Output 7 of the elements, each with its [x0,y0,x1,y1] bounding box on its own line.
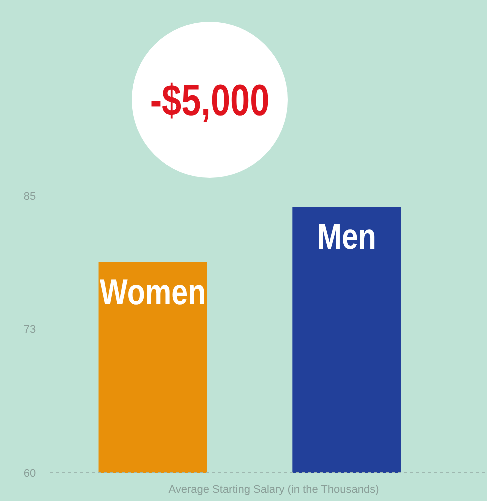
y-tick-label: 85 [24,190,36,203]
text: -$5,000 [150,76,270,126]
y-tick-label: 60 [24,468,36,480]
x-axis-title: Average Starting Salary (in the Thousands) [168,484,380,496]
x-tick-label: Men [317,216,376,257]
x-tick-label: Women [100,272,206,312]
y-tick-label: 73 [24,324,36,336]
